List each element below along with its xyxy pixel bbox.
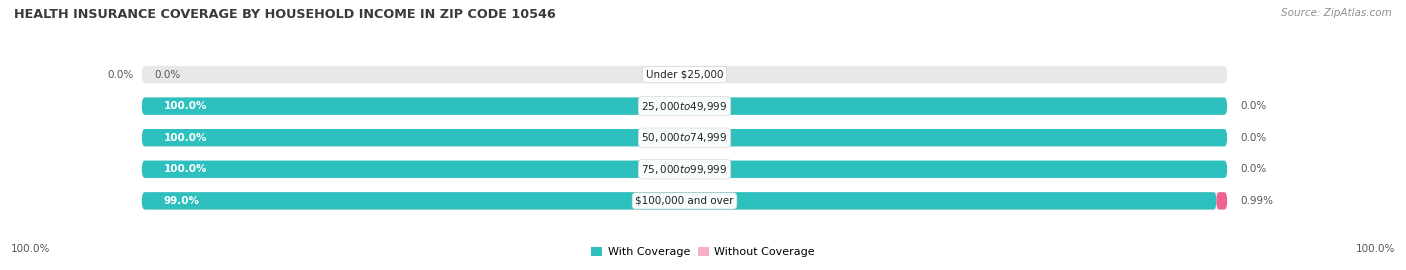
Legend: With Coverage, Without Coverage: With Coverage, Without Coverage bbox=[586, 242, 820, 262]
Text: $100,000 and over: $100,000 and over bbox=[636, 196, 734, 206]
Text: 100.0%: 100.0% bbox=[163, 164, 207, 174]
FancyBboxPatch shape bbox=[142, 192, 1227, 210]
Text: 100.0%: 100.0% bbox=[163, 101, 207, 111]
Text: HEALTH INSURANCE COVERAGE BY HOUSEHOLD INCOME IN ZIP CODE 10546: HEALTH INSURANCE COVERAGE BY HOUSEHOLD I… bbox=[14, 8, 555, 21]
Text: 0.0%: 0.0% bbox=[1240, 101, 1267, 111]
Text: 0.0%: 0.0% bbox=[1240, 164, 1267, 174]
Text: Under $25,000: Under $25,000 bbox=[645, 70, 723, 80]
Text: 0.0%: 0.0% bbox=[107, 70, 134, 80]
Text: 100.0%: 100.0% bbox=[11, 244, 51, 254]
Text: 0.0%: 0.0% bbox=[155, 70, 181, 80]
FancyBboxPatch shape bbox=[142, 161, 1227, 178]
Text: $50,000 to $74,999: $50,000 to $74,999 bbox=[641, 131, 728, 144]
FancyBboxPatch shape bbox=[142, 129, 1227, 146]
FancyBboxPatch shape bbox=[142, 161, 1227, 178]
Text: Source: ZipAtlas.com: Source: ZipAtlas.com bbox=[1281, 8, 1392, 18]
Text: 0.99%: 0.99% bbox=[1240, 196, 1274, 206]
FancyBboxPatch shape bbox=[142, 66, 1227, 83]
Text: 0.0%: 0.0% bbox=[1240, 133, 1267, 143]
Text: $25,000 to $49,999: $25,000 to $49,999 bbox=[641, 100, 728, 113]
FancyBboxPatch shape bbox=[142, 97, 1227, 115]
Text: 100.0%: 100.0% bbox=[1355, 244, 1395, 254]
Text: 99.0%: 99.0% bbox=[163, 196, 200, 206]
Text: 100.0%: 100.0% bbox=[163, 133, 207, 143]
Text: $75,000 to $99,999: $75,000 to $99,999 bbox=[641, 163, 728, 176]
FancyBboxPatch shape bbox=[1216, 192, 1227, 210]
FancyBboxPatch shape bbox=[142, 129, 1227, 146]
FancyBboxPatch shape bbox=[142, 97, 1227, 115]
FancyBboxPatch shape bbox=[142, 192, 1216, 210]
